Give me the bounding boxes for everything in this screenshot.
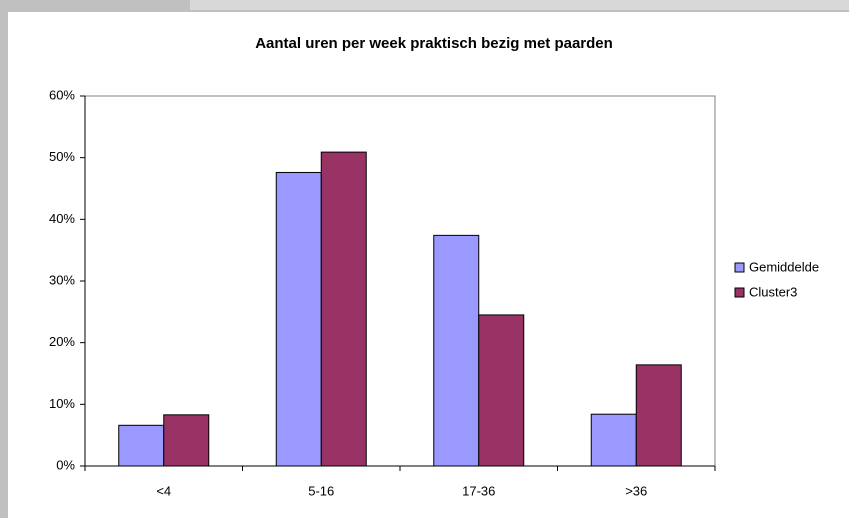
x-tick-label: >36 <box>625 483 647 498</box>
x-tick-label: 5-16 <box>308 483 334 498</box>
y-tick-label: 50% <box>49 149 75 164</box>
x-tick-label: <4 <box>156 483 171 498</box>
bar <box>635 364 682 467</box>
y-tick-label: 40% <box>49 211 75 226</box>
bar <box>478 314 525 467</box>
chart-title: Aantal uren per week praktisch bezig met… <box>255 35 613 52</box>
y-tick-label: 10% <box>49 396 75 411</box>
y-tick-label: 0% <box>56 457 75 472</box>
legend-label: Cluster3 <box>749 284 797 299</box>
y-tick-label: 60% <box>49 87 75 102</box>
bar <box>118 424 165 467</box>
bar <box>590 413 637 467</box>
y-tick-label: 20% <box>49 334 75 349</box>
plot-area <box>84 95 716 467</box>
legend-swatch <box>734 287 745 298</box>
x-tick-label: 17-36 <box>462 483 495 498</box>
legend-label: Gemiddelde <box>749 259 819 274</box>
legend-swatch <box>734 262 745 273</box>
header-strip <box>190 0 849 10</box>
bar <box>320 151 367 467</box>
bar <box>163 414 210 467</box>
bar <box>433 234 480 467</box>
y-tick-label: 30% <box>49 272 75 287</box>
bar <box>275 171 322 467</box>
